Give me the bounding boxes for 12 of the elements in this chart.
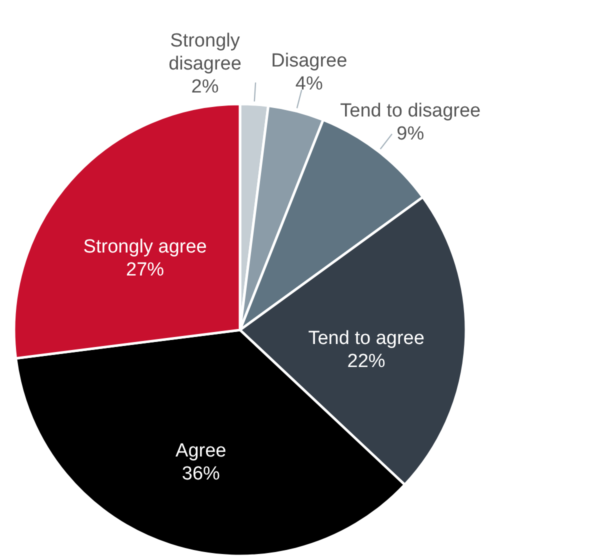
- slice-label: Strongly agree: [83, 236, 207, 258]
- slice-label: Disagree: [271, 50, 348, 72]
- data-label: 2%: [191, 76, 219, 98]
- slice-label: Agree: [176, 440, 226, 462]
- data-label: 27%: [126, 259, 164, 280]
- data-label: 22%: [347, 350, 386, 372]
- data-label: 36%: [182, 463, 220, 484]
- slice-label: Tend to agree: [308, 328, 424, 349]
- data-label: 9%: [396, 123, 424, 144]
- slice-label: Strongly disagree: [168, 30, 242, 75]
- data-label: 4%: [295, 74, 323, 95]
- slice-label: Tend to disagree: [340, 100, 481, 122]
